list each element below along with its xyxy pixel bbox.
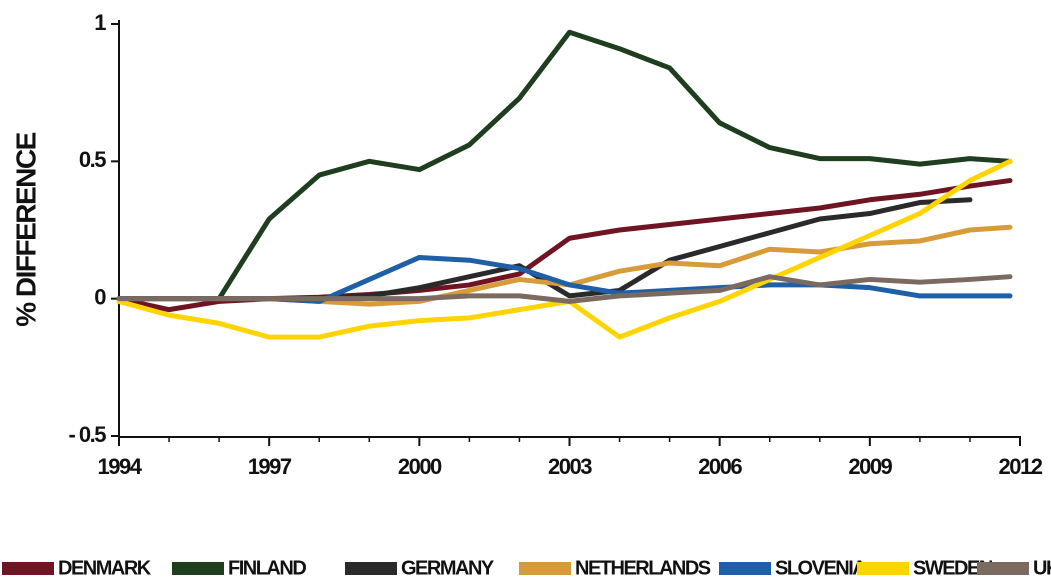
- legend-swatch: [172, 562, 224, 575]
- legend-swatch: [857, 562, 909, 575]
- x-tick-label: 1997: [248, 454, 292, 479]
- legend-swatch: [345, 562, 397, 575]
- x-tick-label: 2006: [698, 454, 742, 479]
- y-tick-label: - 0.5: [68, 422, 106, 447]
- legend-label: NETHERLANDS: [575, 557, 711, 579]
- series-line: [116, 274, 1013, 304]
- legend-label: UK: [1033, 557, 1051, 579]
- y-axis-label: % DIFFERENCE: [10, 132, 41, 326]
- x-tick-label: 2003: [548, 454, 592, 479]
- legend-swatch: [2, 562, 54, 575]
- legend-label: DENMARK: [58, 557, 152, 579]
- legend-swatch: [977, 562, 1029, 575]
- legend-swatch: [519, 562, 571, 575]
- series-line: [116, 29, 1013, 302]
- y-tick-label: 1: [94, 10, 106, 35]
- x-tick-label: 2012: [999, 454, 1043, 479]
- legend-label: SLOVENIA: [775, 557, 866, 579]
- legend-label: GERMANY: [401, 557, 495, 579]
- x-tick-label: 1994: [98, 454, 143, 479]
- x-tick-label: 2000: [398, 454, 442, 479]
- x-tick-label: 2009: [848, 454, 892, 479]
- legend-label: FINLAND: [228, 557, 306, 579]
- y-tick-label: 0.5: [79, 147, 106, 172]
- legend-swatch: [719, 562, 771, 575]
- legend-label: SWEDEN: [913, 557, 993, 579]
- y-tick-label: 0: [94, 284, 106, 309]
